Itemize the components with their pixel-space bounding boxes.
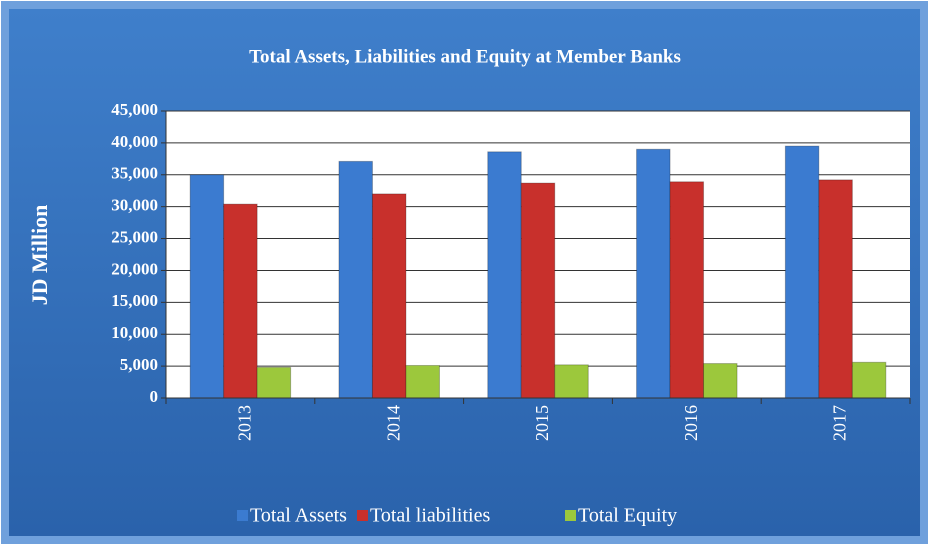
legend-swatch — [237, 510, 248, 521]
bar — [371, 193, 407, 399]
bar — [784, 145, 820, 399]
y-tick-label: 0 — [150, 387, 159, 406]
bar — [703, 363, 738, 399]
bar — [338, 160, 373, 399]
y-tick-label: 35,000 — [111, 164, 158, 183]
legend-swatch — [357, 510, 368, 521]
bar — [520, 182, 556, 399]
bar — [636, 148, 671, 399]
bar — [405, 364, 440, 399]
y-tick-label: 10,000 — [111, 323, 158, 342]
x-tick-label: 2013 — [235, 405, 255, 441]
legend-label: Total liabilities — [370, 505, 490, 527]
bar — [189, 174, 225, 399]
x-tick-label: 2017 — [830, 405, 850, 441]
bar — [487, 151, 522, 399]
chart-title: Total Assets, Liabilities and Equity at … — [249, 46, 681, 67]
y-tick-label: 40,000 — [111, 132, 158, 151]
bar — [669, 181, 705, 399]
y-tick-label: 5,000 — [120, 355, 158, 374]
y-tick-label: 20,000 — [111, 259, 158, 278]
bar — [256, 366, 292, 399]
y-tick-label: 25,000 — [111, 227, 158, 246]
x-tick-label: 2016 — [681, 405, 701, 441]
bar — [554, 364, 589, 399]
x-tick-label: 2015 — [532, 405, 552, 441]
y-tick-label: 15,000 — [111, 291, 158, 310]
legend-label: Total Equity — [578, 505, 677, 527]
x-tick-label: 2014 — [383, 405, 403, 441]
bar — [818, 179, 853, 399]
y-tick-label: 45,000 — [111, 100, 158, 119]
bar — [223, 203, 258, 399]
y-tick-label: 30,000 — [111, 196, 158, 215]
legend-label: Total Assets — [250, 505, 347, 527]
bar — [851, 361, 887, 399]
y-axis-label: JD Million — [27, 205, 52, 306]
legend-swatch — [565, 510, 576, 521]
